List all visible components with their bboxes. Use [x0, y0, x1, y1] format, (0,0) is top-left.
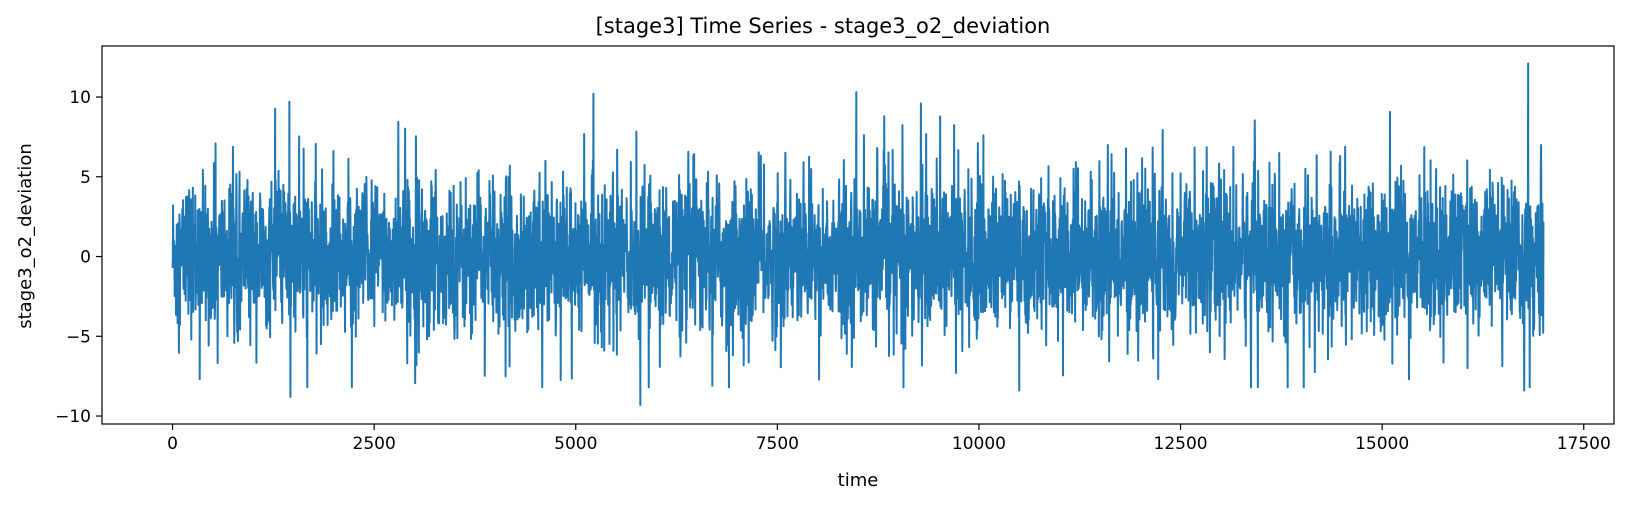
- series-line: [171, 62, 1545, 406]
- x-tick-label: 0: [167, 434, 178, 454]
- y-tick-label: −10: [55, 407, 91, 427]
- x-axis: 0 2500 5000 7500 10000 12500 15000 17500: [167, 424, 1611, 454]
- x-axis-label: time: [838, 470, 879, 491]
- plot-area-frame: [101, 45, 1615, 425]
- x-tick-label: 17500: [1557, 434, 1611, 454]
- x-tick-label: 7500: [756, 434, 799, 454]
- y-tick-label: 5: [80, 168, 91, 188]
- x-tick-label: 10000: [952, 434, 1006, 454]
- y-axis: −10 −5 0 5 10: [55, 88, 102, 427]
- x-tick-label: 5000: [554, 434, 597, 454]
- y-axis-label: stage3_o2_deviation: [15, 143, 36, 329]
- x-tick-label: 2500: [353, 434, 396, 454]
- y-tick-label: −5: [66, 327, 91, 347]
- chart-title: [stage3] Time Series - stage3_o2_deviati…: [596, 14, 1051, 39]
- y-tick-label: 10: [69, 88, 91, 108]
- series-layer: [171, 62, 1545, 406]
- x-tick-label: 15000: [1355, 434, 1409, 454]
- y-tick-label: 0: [80, 248, 91, 268]
- x-tick-label: 12500: [1154, 434, 1208, 454]
